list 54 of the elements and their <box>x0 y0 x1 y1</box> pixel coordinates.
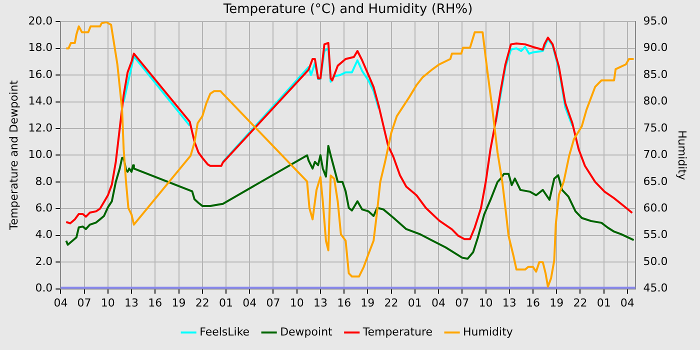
x-tick-label: 13 <box>502 296 516 310</box>
y-tick-label: 10.0 <box>28 148 53 162</box>
x-tick-label: 13 <box>124 296 139 310</box>
x-tick-label: 04 <box>54 296 68 310</box>
legend-label: FeelsLike <box>200 325 250 338</box>
x-tick-label: 16 <box>337 296 352 310</box>
legend-label: Temperature <box>362 325 433 338</box>
y-tick-label: 20.0 <box>28 14 53 28</box>
x-tick-label: 16 <box>526 296 540 310</box>
y-axis-title: Temperature and Dewpoint <box>7 80 20 232</box>
y2-tick-label: 60.0 <box>643 202 668 214</box>
x-tick-label: 01 <box>596 296 611 310</box>
y2-tick-label: 85.0 <box>643 68 668 81</box>
y-tick-label: 6.0 <box>35 202 53 214</box>
x-tick-label: 19 <box>550 296 564 310</box>
y-tick-label: 16.0 <box>28 68 53 81</box>
x-tick-label: 22 <box>384 296 398 310</box>
y-tick-label: 2.0 <box>35 254 53 268</box>
x-tick-label: 19 <box>172 296 186 310</box>
y2-tick-label: 50.0 <box>643 254 668 268</box>
x-tick-label: 04 <box>242 296 257 310</box>
y2-tick-label: 65.0 <box>643 174 668 188</box>
x-tick-label: 04 <box>620 296 634 310</box>
x-tick-label: 22 <box>573 296 588 310</box>
legend-label: Dewpoint <box>280 325 334 338</box>
chart-title: Temperature (°C) and Humidity (RH%) <box>222 2 473 18</box>
x-tick-label: 07 <box>455 296 470 310</box>
x-tick-label: 04 <box>432 296 446 310</box>
y-tick-label: 4.0 <box>35 228 53 242</box>
y2-tick-label: 90.0 <box>643 41 668 54</box>
y-tick-label: 8.0 <box>35 174 53 188</box>
y2-tick-label: 95.0 <box>643 14 668 28</box>
x-tick-label: 10 <box>478 296 493 310</box>
legend-label: Humidity <box>463 325 514 338</box>
y-tick-label: 12.0 <box>28 121 53 134</box>
y-tick-label: 18.0 <box>28 41 53 54</box>
x-tick-label: 16 <box>148 296 162 310</box>
x-tick-label: 13 <box>313 296 328 310</box>
y2-axis-title: Humidity <box>676 130 689 181</box>
x-tick-label: 01 <box>408 296 422 310</box>
x-tick-label: 10 <box>290 296 304 310</box>
x-tick-label: 01 <box>218 296 233 310</box>
x-tick-label: 22 <box>195 296 210 310</box>
x-tick-label: 07 <box>266 296 280 310</box>
x-tick-label: 19 <box>360 296 375 310</box>
y2-tick-label: 70.0 <box>643 148 668 162</box>
y2-tick-label: 80.0 <box>643 94 668 108</box>
x-tick-label: 10 <box>100 296 115 310</box>
x-tick-label: 07 <box>77 296 92 310</box>
y-tick-label: 0.0 <box>35 282 53 295</box>
y2-tick-label: 45.0 <box>643 282 668 295</box>
y-tick-label: 14.0 <box>28 94 53 108</box>
y2-tick-label: 75.0 <box>643 121 668 134</box>
y2-tick-label: 55.0 <box>643 228 668 242</box>
